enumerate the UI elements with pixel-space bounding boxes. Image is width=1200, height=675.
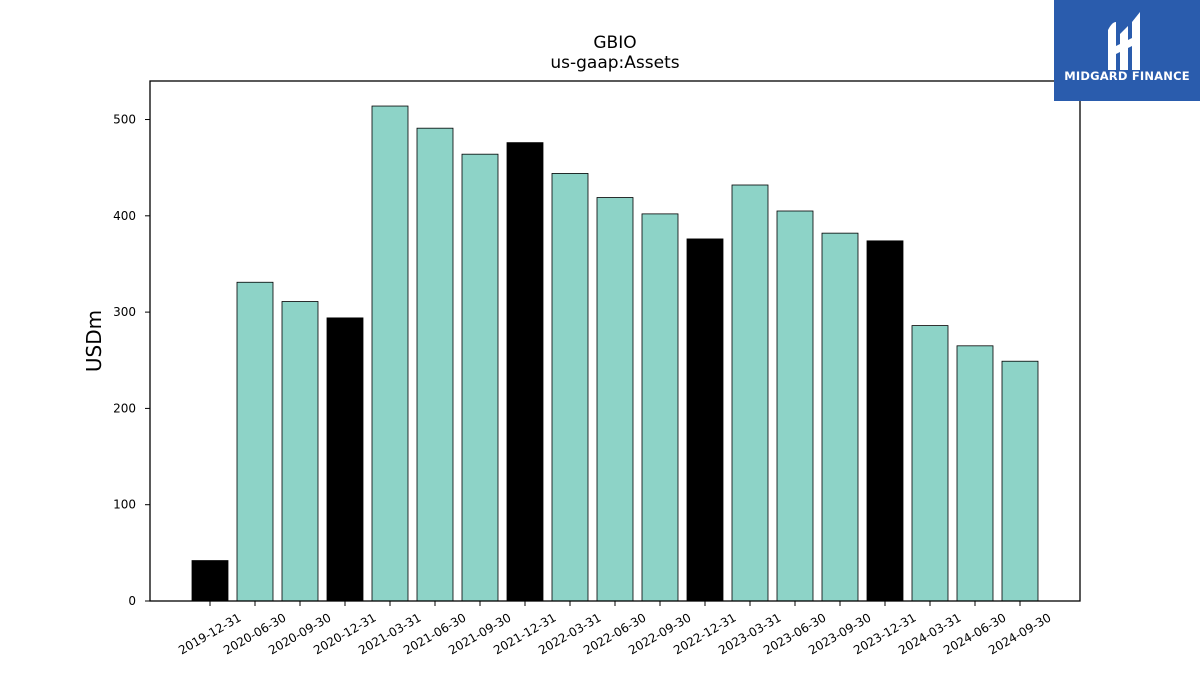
bars-group	[191, 105, 1039, 602]
y-axis-ticks: 0 100 200 300 400 500	[113, 113, 150, 608]
bar-2024-09-30	[1001, 360, 1039, 602]
bar-2021-12-31	[506, 142, 544, 602]
plot-area-frame	[149, 80, 1081, 602]
bar-2022-09-30	[641, 213, 679, 602]
bar-2021-03-31	[371, 105, 409, 602]
bar-2021-09-30	[461, 153, 499, 602]
brand-name: MIDGARD FINANCE	[1064, 69, 1190, 83]
y-tick-label: 200	[113, 401, 136, 415]
chart-title: GBIO	[593, 33, 636, 53]
bar-2019-12-31	[191, 560, 229, 602]
bar-2022-12-31	[686, 238, 724, 602]
bar-2023-03-31	[731, 184, 769, 602]
bar-2020-12-31	[326, 317, 364, 602]
bar-2022-06-30	[596, 197, 634, 602]
y-tick-label: 500	[113, 113, 136, 127]
bar-2024-03-31	[911, 325, 949, 602]
chart-subtitle: us-gaap:Assets	[550, 53, 679, 73]
midgard-logo-icon	[1108, 12, 1140, 70]
y-tick-label: 300	[113, 305, 136, 319]
y-tick-label: 100	[113, 498, 136, 512]
bar-2022-03-31	[551, 173, 589, 602]
y-tick-label: 400	[113, 209, 136, 223]
bar-2024-06-30	[956, 345, 994, 602]
brand-logo: MIDGARD FINANCE	[1054, 0, 1200, 101]
x-axis-ticks: 2019-12-312020-06-302020-09-302020-12-31…	[176, 601, 1054, 657]
bar-2020-09-30	[281, 301, 319, 602]
bar-2020-06-30	[236, 281, 274, 602]
y-tick-label: 0	[128, 594, 136, 608]
bar-2023-09-30	[821, 232, 859, 602]
bar-2021-06-30	[416, 127, 454, 602]
bar-2023-06-30	[776, 210, 814, 602]
bar-2023-12-31	[866, 240, 904, 602]
y-axis-label: USDm	[82, 310, 106, 372]
